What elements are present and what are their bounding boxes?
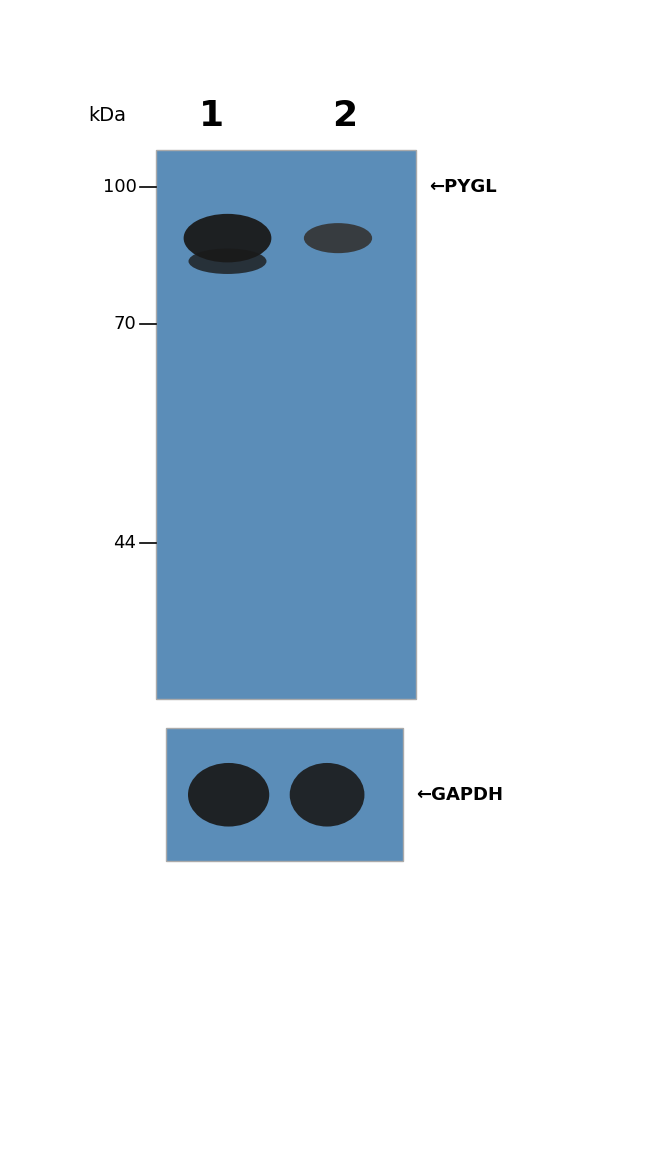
Ellipse shape (304, 223, 372, 253)
Bar (156, 150, 416, 699)
Ellipse shape (290, 763, 365, 827)
Text: 100: 100 (103, 178, 136, 197)
Text: ←PYGL: ←PYGL (429, 178, 497, 197)
Text: 44: 44 (114, 534, 136, 553)
Ellipse shape (188, 249, 266, 274)
Bar (166, 728, 403, 861)
Ellipse shape (188, 763, 269, 827)
Text: ←GAPDH: ←GAPDH (416, 786, 503, 805)
Text: 1: 1 (199, 98, 224, 133)
Ellipse shape (183, 214, 272, 262)
Text: 2: 2 (332, 98, 357, 133)
Text: 70: 70 (114, 314, 136, 333)
Text: kDa: kDa (88, 106, 126, 125)
